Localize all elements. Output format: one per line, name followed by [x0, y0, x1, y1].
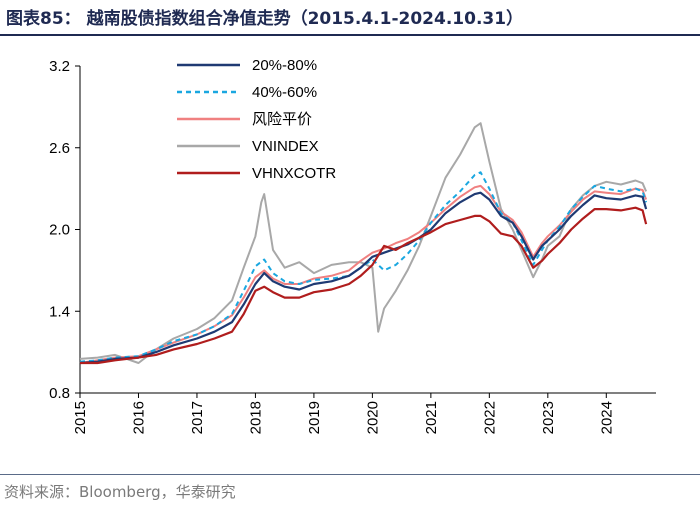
x-axis-ticks: 2015 2016 2017 2018 2019 2020 2021 2022 2023 2024	[72, 393, 615, 434]
legend-label: VHNXCOTR	[252, 165, 336, 182]
x-tick-label: 2022	[481, 401, 498, 434]
y-tick-label: 2.6	[49, 140, 70, 157]
figure-title: 图表85： 越南股债指数组合净值走势（2015.4.1-2024.10.31）	[6, 9, 524, 29]
y-tick-label: 3.2	[49, 58, 70, 75]
y-axis-ticks: 3.2 2.6 2.0 1.4 0.8	[49, 58, 80, 402]
legend-label: VNINDEX	[252, 138, 319, 155]
series-line-1	[79, 171, 648, 363]
x-tick-label: 2021	[423, 401, 440, 434]
series-lines	[79, 122, 648, 365]
x-tick-label: 2024	[598, 401, 615, 434]
source-note: 资料来源：Bloomberg，华泰研究	[4, 483, 236, 501]
y-tick-label: 2.0	[49, 222, 70, 239]
y-tick-label: 0.8	[49, 385, 70, 402]
legend-label: 40%-60%	[252, 84, 317, 101]
title-rule	[0, 34, 700, 36]
legend-label: 风险平价	[252, 111, 312, 128]
y-tick-label: 1.4	[49, 303, 70, 320]
x-tick-label: 2019	[306, 401, 323, 434]
x-tick-label: 2016	[130, 401, 147, 434]
x-tick-label: 2023	[540, 401, 557, 434]
chart-legend: 20%-80% 40%-60% 风险平价 VNINDEX VHNXCOTR	[177, 57, 336, 182]
x-tick-label: 2018	[247, 401, 264, 434]
series-line-4	[80, 206, 648, 365]
x-tick-label: 2017	[189, 401, 206, 434]
series-line-3	[79, 122, 648, 364]
x-tick-label: 2015	[72, 401, 89, 434]
series-line-0	[79, 191, 648, 365]
x-tick-label: 2020	[364, 401, 381, 434]
legend-label: 20%-80%	[252, 57, 317, 74]
source-rule	[0, 474, 700, 475]
